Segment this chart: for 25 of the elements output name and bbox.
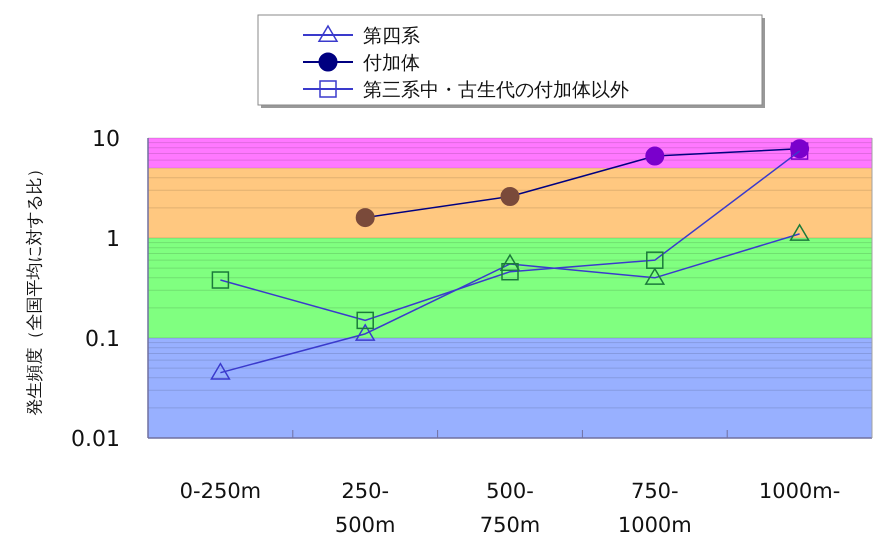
point: [210, 362, 230, 380]
y-axis-title: 発生頻度（全国平均に対する比）: [25, 160, 45, 416]
y-tick-label: 0.1: [85, 327, 120, 352]
x-tick-label: 250-500m: [334, 479, 396, 537]
point: [645, 146, 664, 166]
point: [212, 271, 230, 289]
point: [500, 187, 520, 206]
point: [646, 251, 664, 269]
point: [645, 268, 665, 285]
y-tick-label: 0.01: [71, 427, 120, 452]
point: [356, 312, 374, 330]
point: [500, 254, 520, 272]
legend-label: 第四系: [363, 25, 420, 47]
point: [790, 224, 810, 241]
x-tick-label: 0-250m: [180, 479, 262, 503]
y-tick-label: 1: [106, 227, 120, 252]
legend-label: 付加体: [362, 52, 420, 74]
point: [501, 262, 519, 280]
point: [355, 324, 375, 341]
x-tick-label: 1000m-: [758, 479, 840, 503]
x-tick-label: 750-1000m: [618, 479, 692, 537]
legend-label: 第三系中・古生代の付加体以外: [363, 79, 629, 101]
y-tick-label: 10: [92, 127, 120, 152]
x-tick-label: 500-750m: [480, 479, 540, 537]
point: [356, 208, 375, 228]
